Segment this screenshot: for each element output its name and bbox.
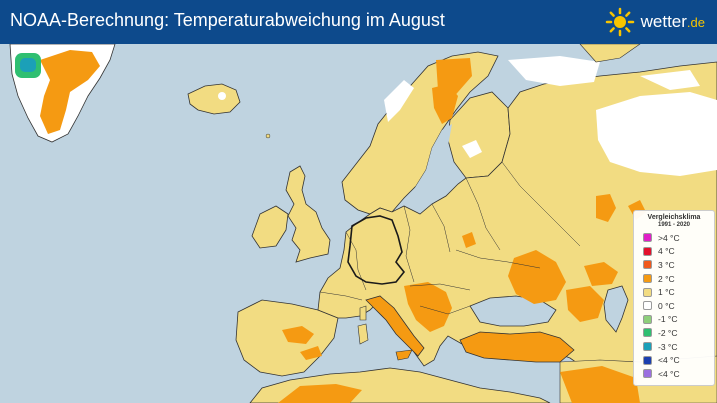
legend-swatch [643,314,652,324]
legend-label: <4 °C [658,368,680,379]
ireland [251,205,289,249]
header-bar: NOAA-Berechnung: Temperaturabweichung im… [0,0,717,44]
novaya-zemlya [579,44,641,63]
russia-anomaly [432,84,458,124]
iberia-anomaly [282,326,314,344]
legend-label: <4 °C [658,355,680,366]
legend-swatch [643,246,652,256]
great-britain [285,165,331,263]
legend-label: 3 °C [658,259,675,270]
legend-subtitle: 1991 - 2020 [657,222,691,228]
legend-item: -3 °C [634,340,714,354]
turkey [459,331,575,363]
caspian-sea [603,285,629,333]
legend-item: 4 °C [634,245,714,259]
legend: Vergleichsklima 1991 - 2020 >4 °C 4 °C 3 °… [633,210,715,386]
legend-label: -3 °C [658,341,678,352]
legend-item: 3 °C [634,258,714,272]
scandinavia-zero [384,80,414,122]
iceland [187,83,241,115]
sicily [395,349,413,361]
sardinia [357,323,369,345]
legend-swatch [643,328,652,338]
legend-swatch [643,233,652,243]
baltic-sea [408,124,458,214]
legend-item: 1 °C [634,285,714,299]
legend-item: <4 °C [634,367,714,381]
sun-icon [605,7,634,37]
east-anomaly-1 [584,262,618,286]
anomaly-map [0,44,717,403]
baltic-zero [462,140,482,158]
legend-swatch [643,260,652,270]
brand-name: wetter [640,12,687,31]
greenland-anomaly [40,50,100,134]
brand-tld: .de [686,14,705,30]
middle-east-anomaly [560,366,640,403]
russia-zero-1 [508,56,600,86]
legend-label: 1 °C [658,287,675,298]
poland-anomaly [462,232,476,248]
east-anomaly-2 [596,194,616,222]
corsica [359,305,367,321]
legend-label: 0 °C [658,300,675,311]
legend-label: 4 °C [658,246,675,257]
legend-swatch [643,274,652,284]
north-africa-anomaly [278,384,362,403]
brand-logo[interactable]: wetter .de [605,7,705,37]
balkans-anomaly [404,282,452,332]
ukraine-anomaly [508,250,566,304]
russia-zero-2 [596,92,717,176]
legend-label: 2 °C [658,273,675,284]
legend-label: >4 °C [658,232,680,243]
spain-east-anomaly [300,346,322,360]
legend-item: -1 °C [634,313,714,327]
arctic-zero [640,70,700,90]
legend-swatch [643,301,652,311]
legend-item: >4 °C [634,231,714,245]
page-title: NOAA-Berechnung: Temperaturabweichung im… [10,10,445,30]
caucasus-anomaly [566,286,604,322]
legend-item: 2 °C [634,272,714,286]
legend-item: -2 °C [634,326,714,340]
legend-swatch [643,369,652,379]
legend-swatch [643,355,652,365]
legend-title: Vergleichsklima [647,214,701,221]
legend-label: -1 °C [658,314,678,325]
legend-swatch [643,287,652,297]
italy [365,295,425,357]
germany-outline [347,215,406,285]
legend-item: 0 °C [634,299,714,313]
legend-item: <4 °C [634,353,714,367]
legend-rows: >4 °C 4 °C 3 °C 2 °C 1 °C 0 °C -1 °C -2 °C -3 °C… [634,231,714,381]
legend-swatch [643,342,652,352]
legend-label: -2 °C [658,327,678,338]
